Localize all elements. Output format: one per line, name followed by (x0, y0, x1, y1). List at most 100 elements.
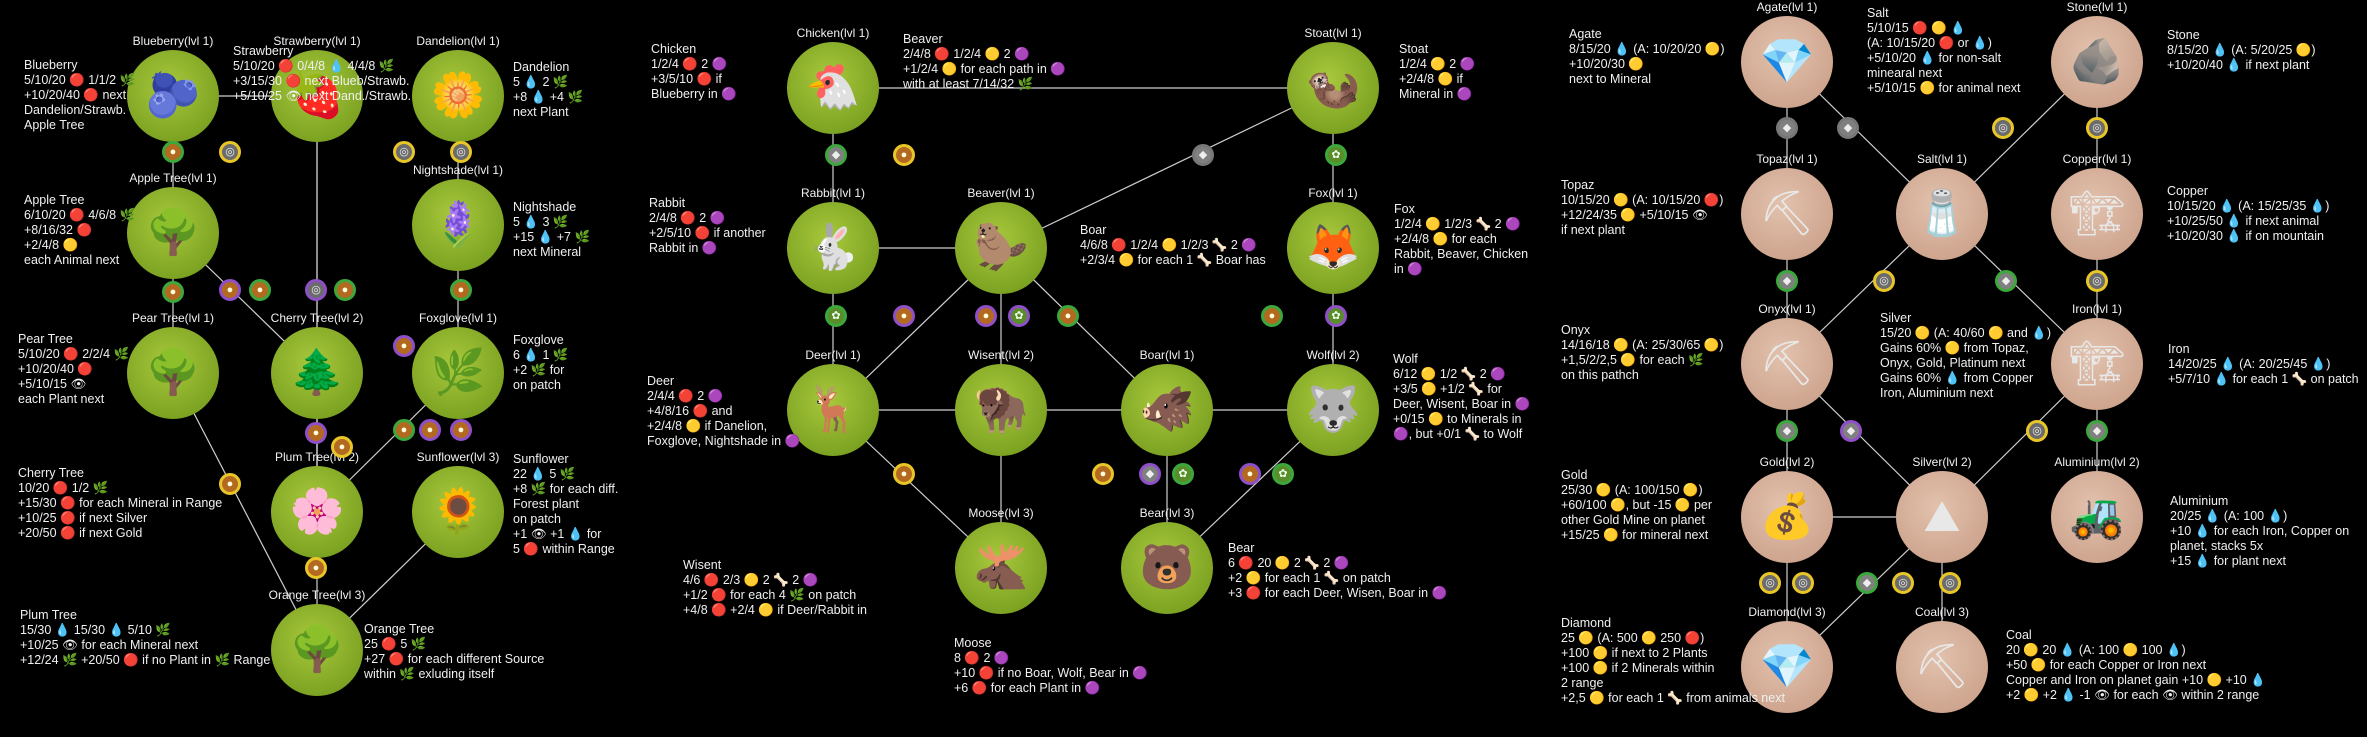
mineral-link-icon[interactable]: ◆ (1840, 420, 1862, 442)
food-link-icon[interactable]: ● (450, 419, 472, 441)
node-strawberry[interactable]: 🍓 (271, 50, 363, 142)
food-link-icon[interactable]: ● (893, 463, 915, 485)
any-link-icon[interactable]: ◎ (1939, 572, 1961, 594)
food-link-icon[interactable]: ● (162, 281, 184, 303)
node-copper[interactable]: 🏗 (2051, 168, 2143, 260)
any-link-icon[interactable]: ◎ (1873, 270, 1895, 292)
node-deer[interactable]: 🦌 (787, 364, 879, 456)
any-link-icon[interactable]: ◎ (1759, 572, 1781, 594)
node-agate[interactable]: 💎 (1741, 16, 1833, 108)
any-link-icon[interactable]: ◎ (450, 141, 472, 163)
any-link-icon[interactable]: ◎ (219, 141, 241, 163)
node-apple[interactable]: 🌳 (127, 187, 219, 279)
node-foxglove[interactable]: 🌿 (412, 327, 504, 419)
food-link-icon[interactable]: ● (1092, 463, 1114, 485)
any-link-icon[interactable]: ◎ (1892, 572, 1914, 594)
node-blueberry[interactable]: 🫐 (127, 50, 219, 142)
food-link-icon[interactable]: ● (249, 279, 271, 301)
mineral-link-icon[interactable]: ◆ (1837, 117, 1859, 139)
food-link-icon[interactable]: ● (219, 279, 241, 301)
node-wisent[interactable]: 🦬 (955, 364, 1047, 456)
food-link-icon[interactable]: ● (331, 436, 353, 458)
node-diamond[interactable]: 💎 (1741, 621, 1833, 713)
description-blueberry: Blueberry 5/10/20 🔴 1/1/2 🌿 +10/20/40 🔴 ne… (24, 58, 135, 133)
diamond-icon: 💎 (1759, 641, 1815, 692)
node-wolf[interactable]: 🐺 (1287, 364, 1379, 456)
food-link-icon[interactable]: ● (393, 419, 415, 441)
any-link-icon[interactable]: ◎ (2086, 117, 2108, 139)
node-chicken[interactable]: 🐔 (787, 42, 879, 134)
node-plum[interactable]: 🌸 (271, 466, 363, 558)
node-stone[interactable]: 🪨 (2051, 16, 2143, 108)
node-rabbit[interactable]: 🐇 (787, 202, 879, 294)
mineral-link-icon[interactable]: ◆ (1192, 144, 1214, 166)
node-fox[interactable]: 🦊 (1287, 202, 1379, 294)
node-topaz[interactable]: ⛏ (1741, 168, 1833, 260)
food-link-icon[interactable]: ● (419, 419, 441, 441)
any-link-icon[interactable]: ◎ (2026, 420, 2048, 442)
pear-icon: 🌳 (145, 347, 201, 398)
node-gold[interactable]: 💰 (1741, 471, 1833, 563)
description-line: Iron, Aluminium next (1880, 386, 1994, 400)
node-silver[interactable]: ⛰ (1896, 471, 1988, 563)
node-moose[interactable]: 🫎 (955, 522, 1047, 614)
node-sunflower[interactable]: 🌻 (412, 466, 504, 558)
food-link-icon[interactable]: ● (1057, 305, 1079, 327)
any-link-icon[interactable]: ◎ (1992, 117, 2014, 139)
any-link-icon[interactable]: ◎ (393, 141, 415, 163)
plant-link-icon[interactable]: ✿ (1325, 144, 1347, 166)
mineral-link-icon[interactable]: ◆ (1139, 463, 1161, 485)
description-heading: Diamond (1561, 616, 1612, 630)
node-orange[interactable]: 🌳 (271, 604, 363, 696)
node-bear[interactable]: 🐻 (1121, 522, 1213, 614)
food-link-icon[interactable]: ● (305, 422, 327, 444)
description-gold: Gold 25/30 🟡 (A: 100/150 🟡) +60/100 🟡, but… (1561, 468, 1712, 543)
any-link-icon[interactable]: ◎ (1792, 572, 1814, 594)
node-pear[interactable]: 🌳 (127, 327, 219, 419)
food-link-icon[interactable]: ● (219, 473, 241, 495)
node-dandelion[interactable]: 🌼 (412, 50, 504, 142)
plant-link-icon[interactable]: ✿ (1272, 463, 1294, 485)
plant-link-icon[interactable]: ✿ (825, 305, 847, 327)
food-link-icon[interactable]: ● (334, 279, 356, 301)
node-beaver[interactable]: 🦫 (955, 202, 1047, 294)
mineral-link-icon[interactable]: ◆ (1856, 572, 1878, 594)
food-link-icon[interactable]: ● (305, 557, 327, 579)
mineral-link-icon[interactable]: ◆ (1776, 420, 1798, 442)
plant-link-icon[interactable]: ✿ (1172, 463, 1194, 485)
node-title-copper: Copper(lvl 1) (2062, 152, 2132, 166)
any-link-icon[interactable]: ◎ (2086, 270, 2108, 292)
node-iron[interactable]: 🏗 (2051, 318, 2143, 410)
node-onyx[interactable]: ⛏ (1741, 318, 1833, 410)
plant-link-icon[interactable]: ✿ (1325, 305, 1347, 327)
node-nightshade[interactable]: 🪻 (412, 179, 504, 271)
description-line: 6/10/20 🔴 4/6/8 🌿 (24, 208, 136, 222)
mineral-link-icon[interactable]: ◆ (1995, 270, 2017, 292)
description-line: 5/10/20 🔴 1/1/2 🌿 (24, 73, 136, 87)
node-salt[interactable]: 🧂 (1896, 168, 1988, 260)
node-boar[interactable]: 🐗 (1121, 364, 1213, 456)
food-link-icon[interactable]: ● (893, 305, 915, 327)
plant-link-icon[interactable]: ✿ (1008, 305, 1030, 327)
node-coal[interactable]: ⛏ (1896, 621, 1988, 713)
food-link-icon[interactable]: ● (1261, 305, 1283, 327)
mineral-link-icon[interactable]: ◆ (2086, 420, 2108, 442)
mineral-link-icon[interactable]: ◆ (1776, 270, 1798, 292)
mineral-link-icon[interactable]: ◆ (825, 144, 847, 166)
food-link-icon[interactable]: ● (893, 144, 915, 166)
node-title-orange: Orange Tree(lvl 3) (268, 588, 366, 602)
mineral-link-icon[interactable]: ◆ (1776, 117, 1798, 139)
node-title-strawberry: Strawberry(lvl 1) (273, 34, 361, 48)
food-link-icon[interactable]: ● (1239, 463, 1261, 485)
description-pear: Pear Tree 5/10/20 🔴 2/2/4 🌿 +10/20/40 🔴 +5/… (18, 332, 129, 407)
node-aluminium[interactable]: 🚜 (2051, 471, 2143, 563)
description-heading: Stone (2167, 28, 2200, 42)
food-link-icon[interactable]: ● (975, 305, 997, 327)
node-stoat[interactable]: 🦦 (1287, 42, 1379, 134)
food-link-icon[interactable]: ● (450, 279, 472, 301)
food-link-icon[interactable]: ● (162, 141, 184, 163)
food-link-icon[interactable]: ● (393, 335, 415, 357)
node-cherry[interactable]: 🌲 (271, 327, 363, 419)
description-dandelion: Dandelion 5 💧 2 🌿 +8 💧 +4 🌿 next Plant (513, 60, 583, 120)
any-link-icon[interactable]: ◎ (305, 279, 327, 301)
